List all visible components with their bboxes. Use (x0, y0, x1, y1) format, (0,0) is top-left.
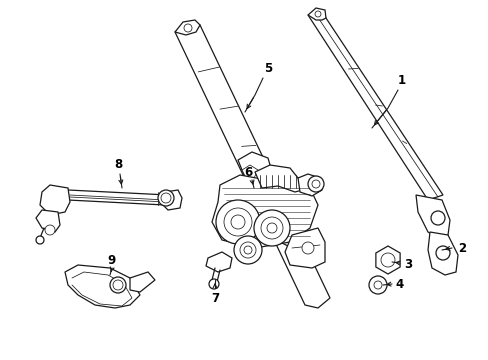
Polygon shape (254, 165, 309, 192)
Circle shape (302, 242, 313, 254)
Circle shape (430, 211, 444, 225)
Circle shape (183, 24, 192, 32)
Circle shape (224, 208, 251, 236)
Circle shape (307, 176, 324, 192)
Circle shape (216, 200, 260, 244)
Circle shape (208, 279, 219, 289)
Polygon shape (238, 152, 271, 182)
Circle shape (161, 193, 171, 203)
Text: 1: 1 (397, 73, 405, 86)
Circle shape (110, 277, 126, 293)
Circle shape (36, 236, 44, 244)
Circle shape (253, 210, 289, 246)
Polygon shape (212, 175, 317, 248)
Polygon shape (307, 12, 442, 200)
Text: 8: 8 (114, 158, 122, 171)
Circle shape (314, 11, 320, 17)
Polygon shape (427, 232, 457, 275)
Circle shape (113, 280, 123, 290)
Polygon shape (175, 20, 200, 35)
Circle shape (240, 242, 256, 258)
Text: 7: 7 (210, 292, 219, 305)
Polygon shape (297, 174, 321, 196)
Polygon shape (307, 8, 325, 20)
Polygon shape (40, 185, 70, 215)
Circle shape (234, 236, 262, 264)
Circle shape (380, 253, 394, 267)
Polygon shape (36, 210, 60, 232)
Polygon shape (175, 22, 329, 308)
Circle shape (158, 190, 174, 206)
Polygon shape (65, 265, 140, 308)
Circle shape (435, 246, 449, 260)
Text: 2: 2 (457, 242, 465, 255)
Polygon shape (375, 246, 399, 274)
Polygon shape (68, 190, 168, 205)
Polygon shape (130, 272, 155, 292)
Polygon shape (162, 190, 182, 210)
Circle shape (45, 225, 55, 235)
Text: 4: 4 (395, 279, 403, 292)
Text: 6: 6 (244, 166, 252, 179)
Polygon shape (415, 195, 449, 238)
Circle shape (230, 215, 244, 229)
Polygon shape (285, 228, 325, 268)
Circle shape (368, 276, 386, 294)
Text: 9: 9 (108, 253, 116, 266)
Text: 3: 3 (403, 258, 411, 271)
Circle shape (261, 217, 283, 239)
Circle shape (266, 223, 276, 233)
Text: 5: 5 (264, 62, 271, 75)
Polygon shape (205, 252, 231, 272)
Polygon shape (242, 165, 258, 178)
Circle shape (244, 246, 251, 254)
Circle shape (373, 281, 381, 289)
Circle shape (311, 180, 319, 188)
Polygon shape (278, 222, 304, 248)
